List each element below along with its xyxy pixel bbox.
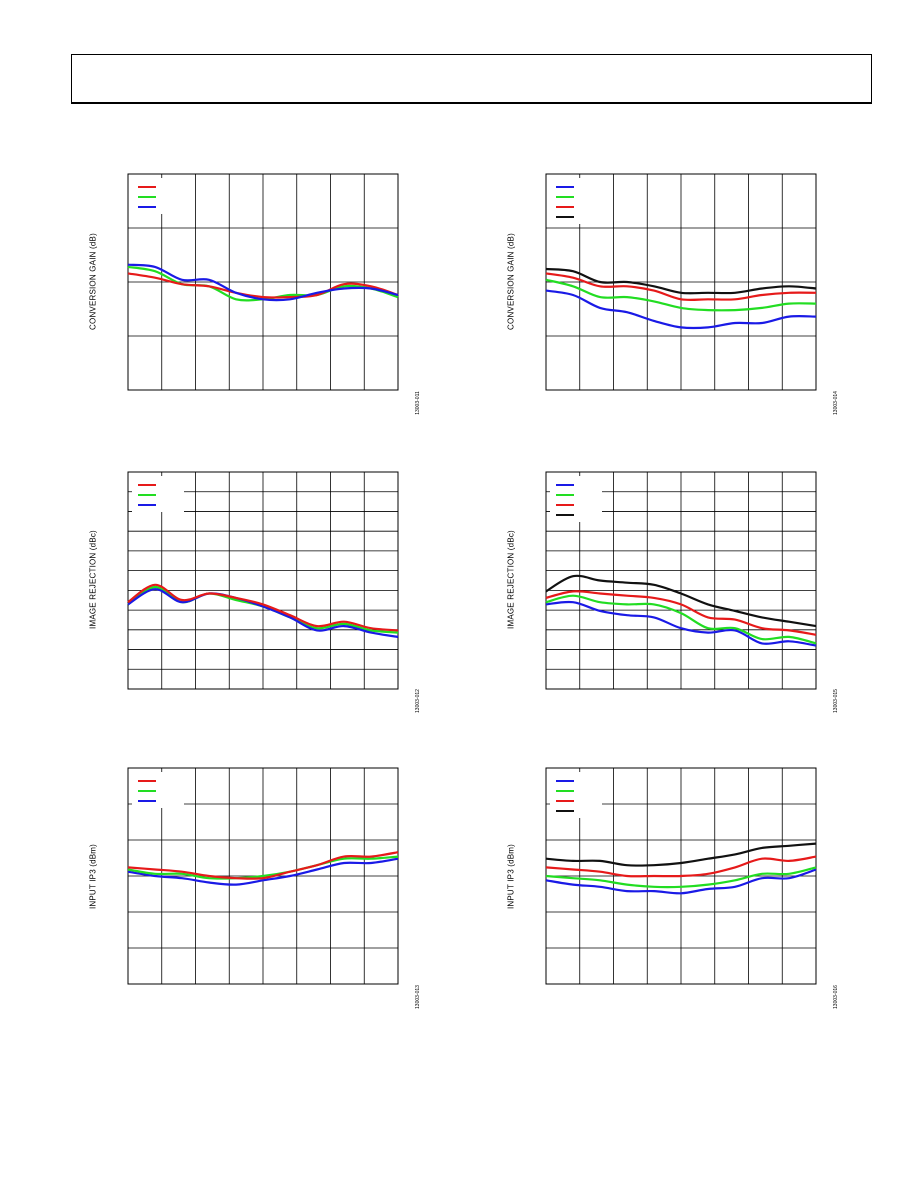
y-axis-label: INPUT IP3 (dBm) [88, 843, 98, 910]
figure-id: 13003-016 [833, 985, 839, 1009]
series-line-blue [545, 289, 817, 330]
plot-frame [127, 471, 399, 690]
plot-area [545, 767, 817, 985]
y-axis-label: IMAGE REJECTION (dBc) [506, 530, 516, 629]
plot-area [127, 173, 399, 391]
chart-conversion-gain-right [545, 173, 817, 391]
figure-id: 13003-013 [415, 985, 421, 1009]
chart-image-rejection-right [545, 471, 817, 690]
series-line-red [127, 583, 399, 632]
figure-id: 13003-014 [833, 391, 839, 415]
series-line-black [545, 574, 817, 628]
plot-area [127, 471, 399, 690]
figure-id: 13003-012 [415, 689, 421, 713]
series-line-green [545, 866, 817, 889]
plot-area [545, 173, 817, 391]
series-line-red [127, 272, 399, 299]
series-line-blue [545, 600, 817, 647]
y-axis-label: IMAGE REJECTION (dBc) [88, 530, 98, 629]
series-line-red [545, 855, 817, 878]
series-line-green [545, 594, 817, 645]
chart-input-ip3-left [127, 767, 399, 985]
figure-id: 13003-015 [833, 689, 839, 713]
figure-id: 13003-011 [415, 391, 421, 415]
chart-conversion-gain-left [127, 173, 399, 391]
series-line-red [127, 851, 399, 880]
plot-area [127, 767, 399, 985]
series-line-blue [127, 263, 399, 302]
page-header-box [71, 54, 872, 104]
series-line-blue [127, 857, 399, 886]
series-line-blue [545, 868, 817, 895]
series-line-green [545, 278, 817, 312]
plot-frame [127, 173, 399, 391]
series-line-black [545, 267, 817, 295]
chart-image-rejection-left [127, 471, 399, 690]
series-line-red [545, 590, 817, 636]
series-line-red [545, 272, 817, 302]
series-line-black [545, 842, 817, 867]
series-line-green [127, 855, 399, 880]
plot-frame [545, 173, 817, 391]
series-line-blue [127, 588, 399, 638]
chart-input-ip3-right [545, 767, 817, 985]
plot-frame [127, 767, 399, 985]
y-axis-label: CONVERSION GAIN (dB) [88, 233, 98, 330]
y-axis-label: INPUT IP3 (dBm) [506, 843, 516, 910]
plot-area [545, 471, 817, 690]
y-axis-label: CONVERSION GAIN (dB) [506, 233, 516, 330]
plot-frame [545, 471, 817, 690]
